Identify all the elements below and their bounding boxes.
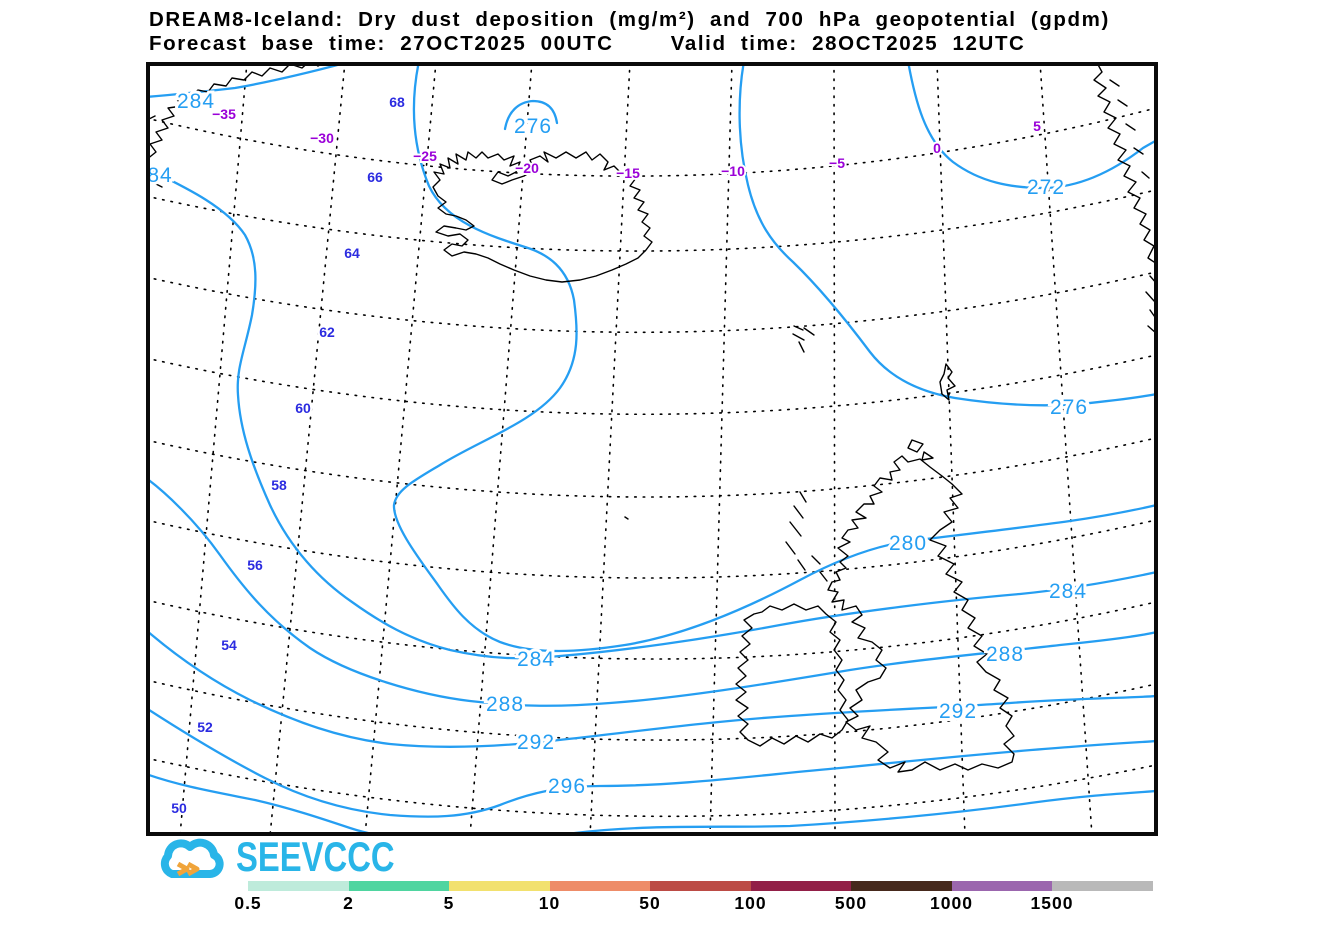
longitude-label: −30 [310,130,334,146]
colorbar-tick-label: 50 [639,893,661,913]
colorbar-tick-label: 1500 [1030,893,1074,913]
coast-norway-fjords [1109,79,1156,335]
map-title: DREAM8-Iceland: Dry dust deposition (mg/… [149,8,1110,31]
contour-label: 84 [147,164,172,187]
latitude-labels: 68 66 64 62 60 58 56 54 52 50 [169,92,407,818]
colorbar-segment [1052,881,1153,891]
seevccc-logo: SEEVCCC [148,834,568,881]
longitude-labels: −35 −30 −25 −20 −15 −10 −5 0 5 [210,104,1043,183]
logo-arrow-icon [176,861,200,877]
map-frame: 284 84 276 272 276 280 284 284 288 288 292 292 296 6… [146,62,1158,836]
latitude-label: 68 [389,94,405,110]
longitude-label: 5 [1033,118,1041,134]
colorbar-tick-label: 2 [343,893,354,913]
coast-shetland [939,363,956,401]
latitude-label: 60 [295,400,311,416]
colorbar-segment [549,881,650,891]
coast-hebrides [785,491,828,582]
latitude-label: 66 [367,169,383,185]
coast-orkney [907,439,934,461]
cloud-logo-icon [160,838,224,878]
colorbar-segment [951,881,1052,891]
contour-276-closed-cap [503,99,559,131]
colorbar-segment [851,881,952,891]
longitude-label: −10 [721,163,745,179]
title-block: DREAM8-Iceland: Dry dust deposition (mg/… [149,8,1110,56]
longitude-label: −20 [515,160,539,176]
latitude-label: 54 [221,637,237,653]
contour-label: 296 [548,775,586,798]
latitude-label: 56 [247,557,263,573]
contour-label: 284 [1049,580,1087,603]
contour-296 [148,707,1156,818]
contour-272 [907,64,1156,190]
contour-label: 288 [486,693,524,716]
contour-label: 292 [939,700,977,723]
latitude-label: 52 [197,719,213,735]
contour-label: 272 [1027,176,1065,199]
map-border [146,62,1158,836]
latitude-label: 50 [171,800,187,816]
longitude-label: −5 [829,155,845,171]
islet-st-kilda [624,516,629,520]
deposition-colorbar [248,881,1153,891]
contour-300 [148,773,1156,834]
contour-292 [148,630,1156,749]
coast-iceland [432,151,653,283]
colorbar-segment [650,881,751,891]
contour-288 [148,478,1156,707]
contour-label: 288 [986,643,1024,666]
latitude-label: 58 [271,477,287,493]
latitude-label: 62 [319,324,335,340]
colorbar-segment [449,881,550,891]
colorbar-labels: 0.5 2 5 10 50 100 500 1000 1500 [0,893,1324,917]
contour-label: 276 [1050,396,1088,419]
contour-label: 276 [514,115,552,138]
graticule-parallels [148,107,1156,818]
colorbar-tick-label: 1000 [930,893,973,913]
map-canvas: 284 84 276 272 276 280 284 284 288 288 292 292 296 6… [146,62,1158,836]
graticule-meridians [179,64,1093,834]
coast-faroe [792,325,815,353]
longitude-label: −25 [413,148,437,164]
contour-label: 292 [517,731,555,754]
coast-norway [1093,64,1156,265]
geopotential-contours [148,64,1156,834]
map-subtitle-times: Forecast base time: 27OCT2025 00UTC Vali… [149,32,1026,55]
longitude-label: −35 [212,106,236,122]
contour-284-greenland [148,64,346,98]
colorbar-tick-label: 100 [734,893,767,913]
contour-label: 280 [889,532,927,555]
longitude-label: −15 [616,165,640,181]
colorbar-segment [348,881,449,891]
coast-great-britain [827,455,1015,773]
latitude-label: 64 [344,245,360,261]
contour-276 [738,64,1156,407]
colorbar-segment [750,881,851,891]
longitude-label: 0 [933,140,941,156]
contour-284 [148,167,1156,660]
colorbar-tick-label: 5 [443,893,455,913]
coast-ireland [735,603,849,747]
contour-label: 284 [177,90,215,113]
contour-labels: 284 84 276 272 276 280 284 284 288 288 292 292 296 [146,87,1090,801]
colorbar-tick-label: 0.5 [234,893,262,913]
colorbar-segment [248,881,349,891]
contour-280 [392,64,1156,653]
colorbar-tick-label: 10 [538,893,561,913]
colorbar-tick-label: 500 [834,893,868,913]
logo-text: SEEVCCC [236,834,395,881]
contour-label: 284 [517,648,555,671]
